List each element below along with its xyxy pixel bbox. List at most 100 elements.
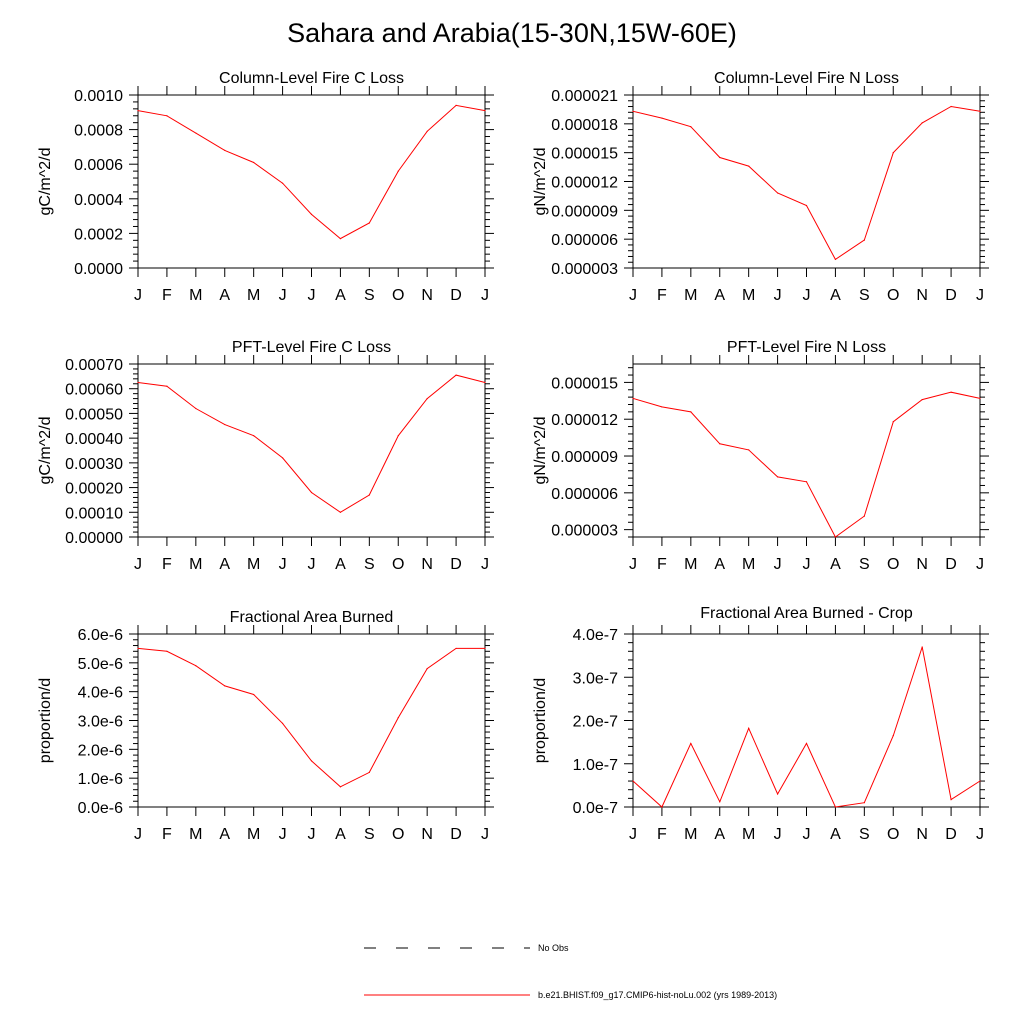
data-point <box>253 693 255 696</box>
data-point <box>632 110 634 112</box>
panel-title-5: Fractional Area Burned <box>229 609 394 626</box>
x-tick-label: A <box>714 826 725 843</box>
panel-title-2: Column-Level Fire N Loss <box>714 70 899 87</box>
data-point <box>137 647 139 650</box>
data-point <box>426 130 428 132</box>
data-point <box>339 786 342 788</box>
series-line-1 <box>137 104 486 240</box>
y-tick-label: 0.000021 <box>551 88 618 105</box>
y-tick-label: 0.0010 <box>74 88 123 105</box>
y-axis-label: gC/m^2/d <box>37 417 54 485</box>
x-tick-label: S <box>859 287 870 304</box>
data-point <box>195 407 197 410</box>
data-point <box>979 397 981 399</box>
plot-frame-2 <box>632 94 981 269</box>
data-point <box>224 685 226 687</box>
y-axis-label: gN/m^2/d <box>532 417 549 485</box>
data-point <box>455 104 457 106</box>
y-tick-label: 0.000003 <box>551 261 618 278</box>
data-point <box>661 406 663 408</box>
y-tick-label: 0.0008 <box>74 123 123 140</box>
y-tick-label: 5.0e-6 <box>78 656 123 673</box>
data-point <box>979 110 981 112</box>
data-point <box>632 397 634 399</box>
x-tick-label: J <box>803 826 811 843</box>
x-tick-label: A <box>219 287 230 304</box>
x-tick-label: M <box>189 287 202 304</box>
data-point <box>921 398 923 401</box>
data-point <box>748 449 750 451</box>
data-point <box>281 182 284 184</box>
data-point <box>281 457 284 459</box>
data-point <box>368 494 370 496</box>
panel-title-6: Fractional Area Burned - Crop <box>700 605 913 622</box>
y-tick-label: 4.0e-6 <box>78 685 123 702</box>
x-tick-label: F <box>162 826 172 843</box>
x-tick-label: D <box>450 826 462 843</box>
data-point <box>137 109 139 112</box>
x-tick-label: S <box>859 826 870 843</box>
data-point <box>921 646 923 648</box>
x-tick-label: A <box>714 287 725 304</box>
x-tick-label: O <box>887 556 899 573</box>
x-tick-label: J <box>279 826 287 843</box>
plot-frame-1 <box>137 94 486 269</box>
data-point <box>661 806 663 808</box>
y-tick-label: 0.0000 <box>74 261 123 278</box>
data-point <box>776 192 779 194</box>
x-tick-label: N <box>916 826 928 843</box>
data-point <box>748 165 750 167</box>
x-tick-label: F <box>657 287 667 304</box>
x-tick-label: J <box>308 826 316 843</box>
x-tick-label: M <box>684 287 697 304</box>
x-tick-label: N <box>421 556 433 573</box>
x-tick-label: O <box>887 826 899 843</box>
x-tick-label: D <box>945 556 957 573</box>
data-point <box>339 237 342 240</box>
data-point <box>950 799 952 801</box>
data-point <box>805 481 808 483</box>
y-tick-label: 3.0e-6 <box>78 714 123 731</box>
data-point <box>950 105 952 108</box>
data-point <box>224 149 226 151</box>
data-point <box>632 780 634 782</box>
y-tick-label: 0.000015 <box>551 375 618 392</box>
x-tick-label: M <box>742 287 755 304</box>
x-tick-label: J <box>279 287 287 304</box>
x-tick-label: F <box>162 287 172 304</box>
series-line-5 <box>137 647 485 788</box>
x-tick-label: J <box>803 556 811 573</box>
x-tick-label: O <box>392 826 404 843</box>
y-tick-label: 6.0e-6 <box>78 627 123 644</box>
x-tick-label: J <box>481 556 489 573</box>
x-tick-label: N <box>916 556 928 573</box>
data-point <box>484 381 486 384</box>
x-tick-label: J <box>629 826 637 843</box>
y-tick-label: 0.0e-6 <box>78 800 123 817</box>
y-tick-label: 0.000006 <box>551 232 618 249</box>
x-tick-label: M <box>247 556 260 573</box>
panel-title-4: PFT-Level Fire N Loss <box>726 339 887 356</box>
data-point <box>368 771 370 774</box>
data-point <box>834 806 837 808</box>
data-point <box>776 476 779 478</box>
data-point <box>892 735 894 737</box>
panel-title-3: PFT-Level Fire C Loss <box>231 339 392 356</box>
data-point <box>892 152 894 154</box>
x-tick-label: J <box>134 826 142 843</box>
y-tick-label: 0.000009 <box>551 203 618 220</box>
x-tick-label: S <box>364 556 375 573</box>
x-tick-label: S <box>364 826 375 843</box>
y-tick-label: 0.00010 <box>65 505 123 522</box>
data-point <box>834 536 837 538</box>
data-point <box>863 515 865 517</box>
plot-frame-3 <box>137 363 486 538</box>
data-point <box>224 423 226 426</box>
x-tick-label: M <box>742 826 755 843</box>
x-tick-label: M <box>684 826 697 843</box>
data-point <box>426 398 428 400</box>
y-tick-label: 0.000006 <box>551 486 618 503</box>
data-point <box>805 742 808 745</box>
series-line-2 <box>632 105 981 261</box>
x-tick-label: M <box>189 556 202 573</box>
